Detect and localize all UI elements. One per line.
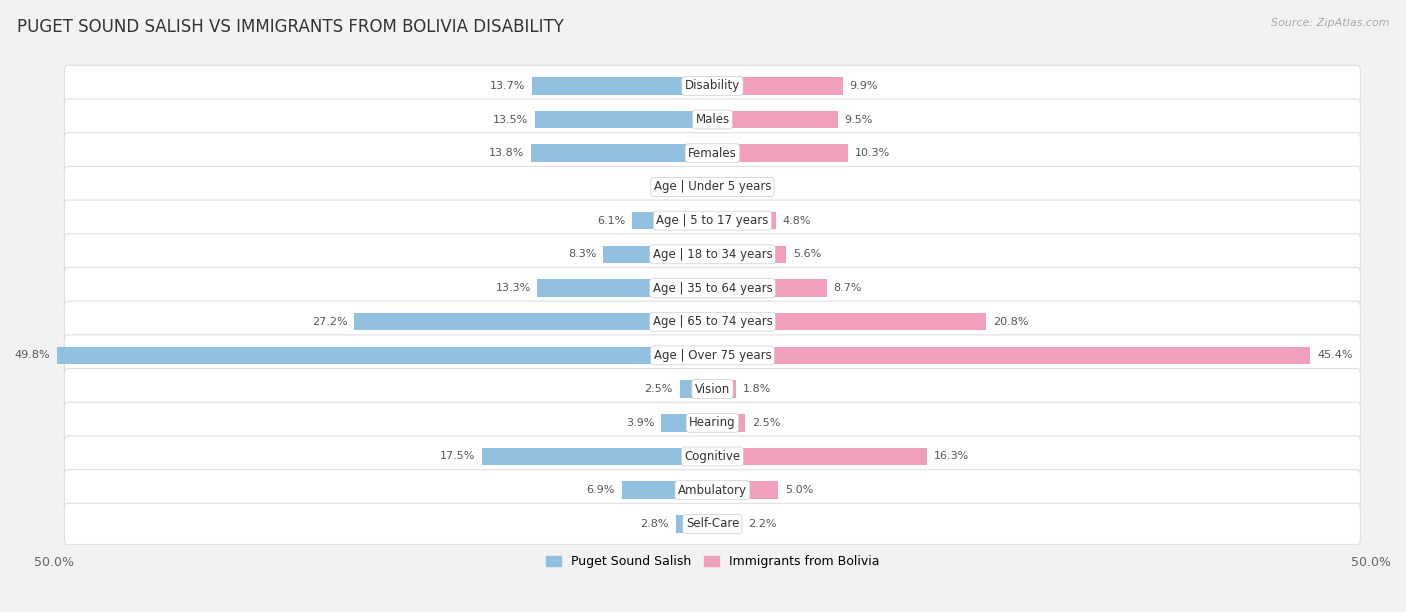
Bar xyxy=(537,279,713,297)
Text: 17.5%: 17.5% xyxy=(440,452,475,461)
Text: 0.97%: 0.97% xyxy=(658,182,693,192)
Text: Age | 65 to 74 years: Age | 65 to 74 years xyxy=(652,315,772,328)
Bar xyxy=(713,279,827,297)
Text: 2.8%: 2.8% xyxy=(641,519,669,529)
Bar xyxy=(603,245,713,263)
Bar xyxy=(56,346,713,364)
Bar xyxy=(713,178,727,196)
Text: 13.8%: 13.8% xyxy=(489,148,524,159)
Text: 9.9%: 9.9% xyxy=(849,81,877,91)
FancyBboxPatch shape xyxy=(65,301,1361,342)
FancyBboxPatch shape xyxy=(65,335,1361,376)
FancyBboxPatch shape xyxy=(65,99,1361,140)
Text: Age | Under 5 years: Age | Under 5 years xyxy=(654,181,772,193)
Text: 13.7%: 13.7% xyxy=(491,81,526,91)
FancyBboxPatch shape xyxy=(65,436,1361,477)
FancyBboxPatch shape xyxy=(65,200,1361,241)
Text: Age | 18 to 34 years: Age | 18 to 34 years xyxy=(652,248,772,261)
Text: Disability: Disability xyxy=(685,80,740,92)
Bar xyxy=(661,414,713,431)
Bar xyxy=(713,313,987,330)
Text: 5.6%: 5.6% xyxy=(793,249,821,259)
FancyBboxPatch shape xyxy=(65,267,1361,308)
Text: 2.5%: 2.5% xyxy=(752,418,780,428)
Text: Age | Over 75 years: Age | Over 75 years xyxy=(654,349,772,362)
Text: 20.8%: 20.8% xyxy=(993,317,1029,327)
Text: Ambulatory: Ambulatory xyxy=(678,483,747,497)
Text: Source: ZipAtlas.com: Source: ZipAtlas.com xyxy=(1271,18,1389,28)
Bar xyxy=(482,448,713,465)
Bar xyxy=(675,515,713,532)
FancyBboxPatch shape xyxy=(65,133,1361,174)
Text: 6.1%: 6.1% xyxy=(598,215,626,226)
Text: Age | 35 to 64 years: Age | 35 to 64 years xyxy=(652,282,772,294)
Bar xyxy=(530,144,713,162)
Bar xyxy=(713,346,1310,364)
Legend: Puget Sound Salish, Immigrants from Bolivia: Puget Sound Salish, Immigrants from Boli… xyxy=(541,550,884,573)
Text: Males: Males xyxy=(696,113,730,126)
Text: Age | 5 to 17 years: Age | 5 to 17 years xyxy=(657,214,769,227)
Text: 1.1%: 1.1% xyxy=(734,182,762,192)
FancyBboxPatch shape xyxy=(65,65,1361,106)
Text: 27.2%: 27.2% xyxy=(312,317,347,327)
Text: 3.9%: 3.9% xyxy=(626,418,655,428)
Bar xyxy=(713,212,776,230)
Text: 9.5%: 9.5% xyxy=(844,114,873,125)
Text: 8.7%: 8.7% xyxy=(834,283,862,293)
Text: 1.8%: 1.8% xyxy=(742,384,770,394)
FancyBboxPatch shape xyxy=(65,469,1361,511)
Text: 2.2%: 2.2% xyxy=(748,519,776,529)
Bar xyxy=(713,515,741,532)
Bar xyxy=(713,77,842,95)
Bar xyxy=(713,482,779,499)
Bar xyxy=(713,414,745,431)
Bar xyxy=(700,178,713,196)
Bar xyxy=(354,313,713,330)
FancyBboxPatch shape xyxy=(65,503,1361,545)
FancyBboxPatch shape xyxy=(65,166,1361,207)
Text: 13.5%: 13.5% xyxy=(492,114,529,125)
Text: 6.9%: 6.9% xyxy=(586,485,614,495)
Bar xyxy=(713,380,737,398)
Text: Females: Females xyxy=(688,147,737,160)
Bar xyxy=(713,245,786,263)
Text: Self-Care: Self-Care xyxy=(686,517,740,531)
Text: 8.3%: 8.3% xyxy=(568,249,596,259)
Bar xyxy=(713,111,838,129)
Bar xyxy=(531,77,713,95)
Text: 2.5%: 2.5% xyxy=(644,384,673,394)
Bar xyxy=(633,212,713,230)
Bar xyxy=(713,144,848,162)
Bar xyxy=(621,482,713,499)
FancyBboxPatch shape xyxy=(65,368,1361,409)
Bar xyxy=(713,448,927,465)
Text: Hearing: Hearing xyxy=(689,416,735,429)
Text: 45.4%: 45.4% xyxy=(1317,351,1353,360)
Bar xyxy=(679,380,713,398)
Text: 4.8%: 4.8% xyxy=(782,215,811,226)
Text: 13.3%: 13.3% xyxy=(495,283,530,293)
Text: 49.8%: 49.8% xyxy=(14,351,51,360)
Text: 10.3%: 10.3% xyxy=(855,148,890,159)
Bar xyxy=(534,111,713,129)
Text: PUGET SOUND SALISH VS IMMIGRANTS FROM BOLIVIA DISABILITY: PUGET SOUND SALISH VS IMMIGRANTS FROM BO… xyxy=(17,18,564,36)
FancyBboxPatch shape xyxy=(65,234,1361,275)
FancyBboxPatch shape xyxy=(65,402,1361,443)
Text: Cognitive: Cognitive xyxy=(685,450,741,463)
Text: 5.0%: 5.0% xyxy=(785,485,813,495)
Text: 16.3%: 16.3% xyxy=(934,452,969,461)
Text: Vision: Vision xyxy=(695,382,730,395)
